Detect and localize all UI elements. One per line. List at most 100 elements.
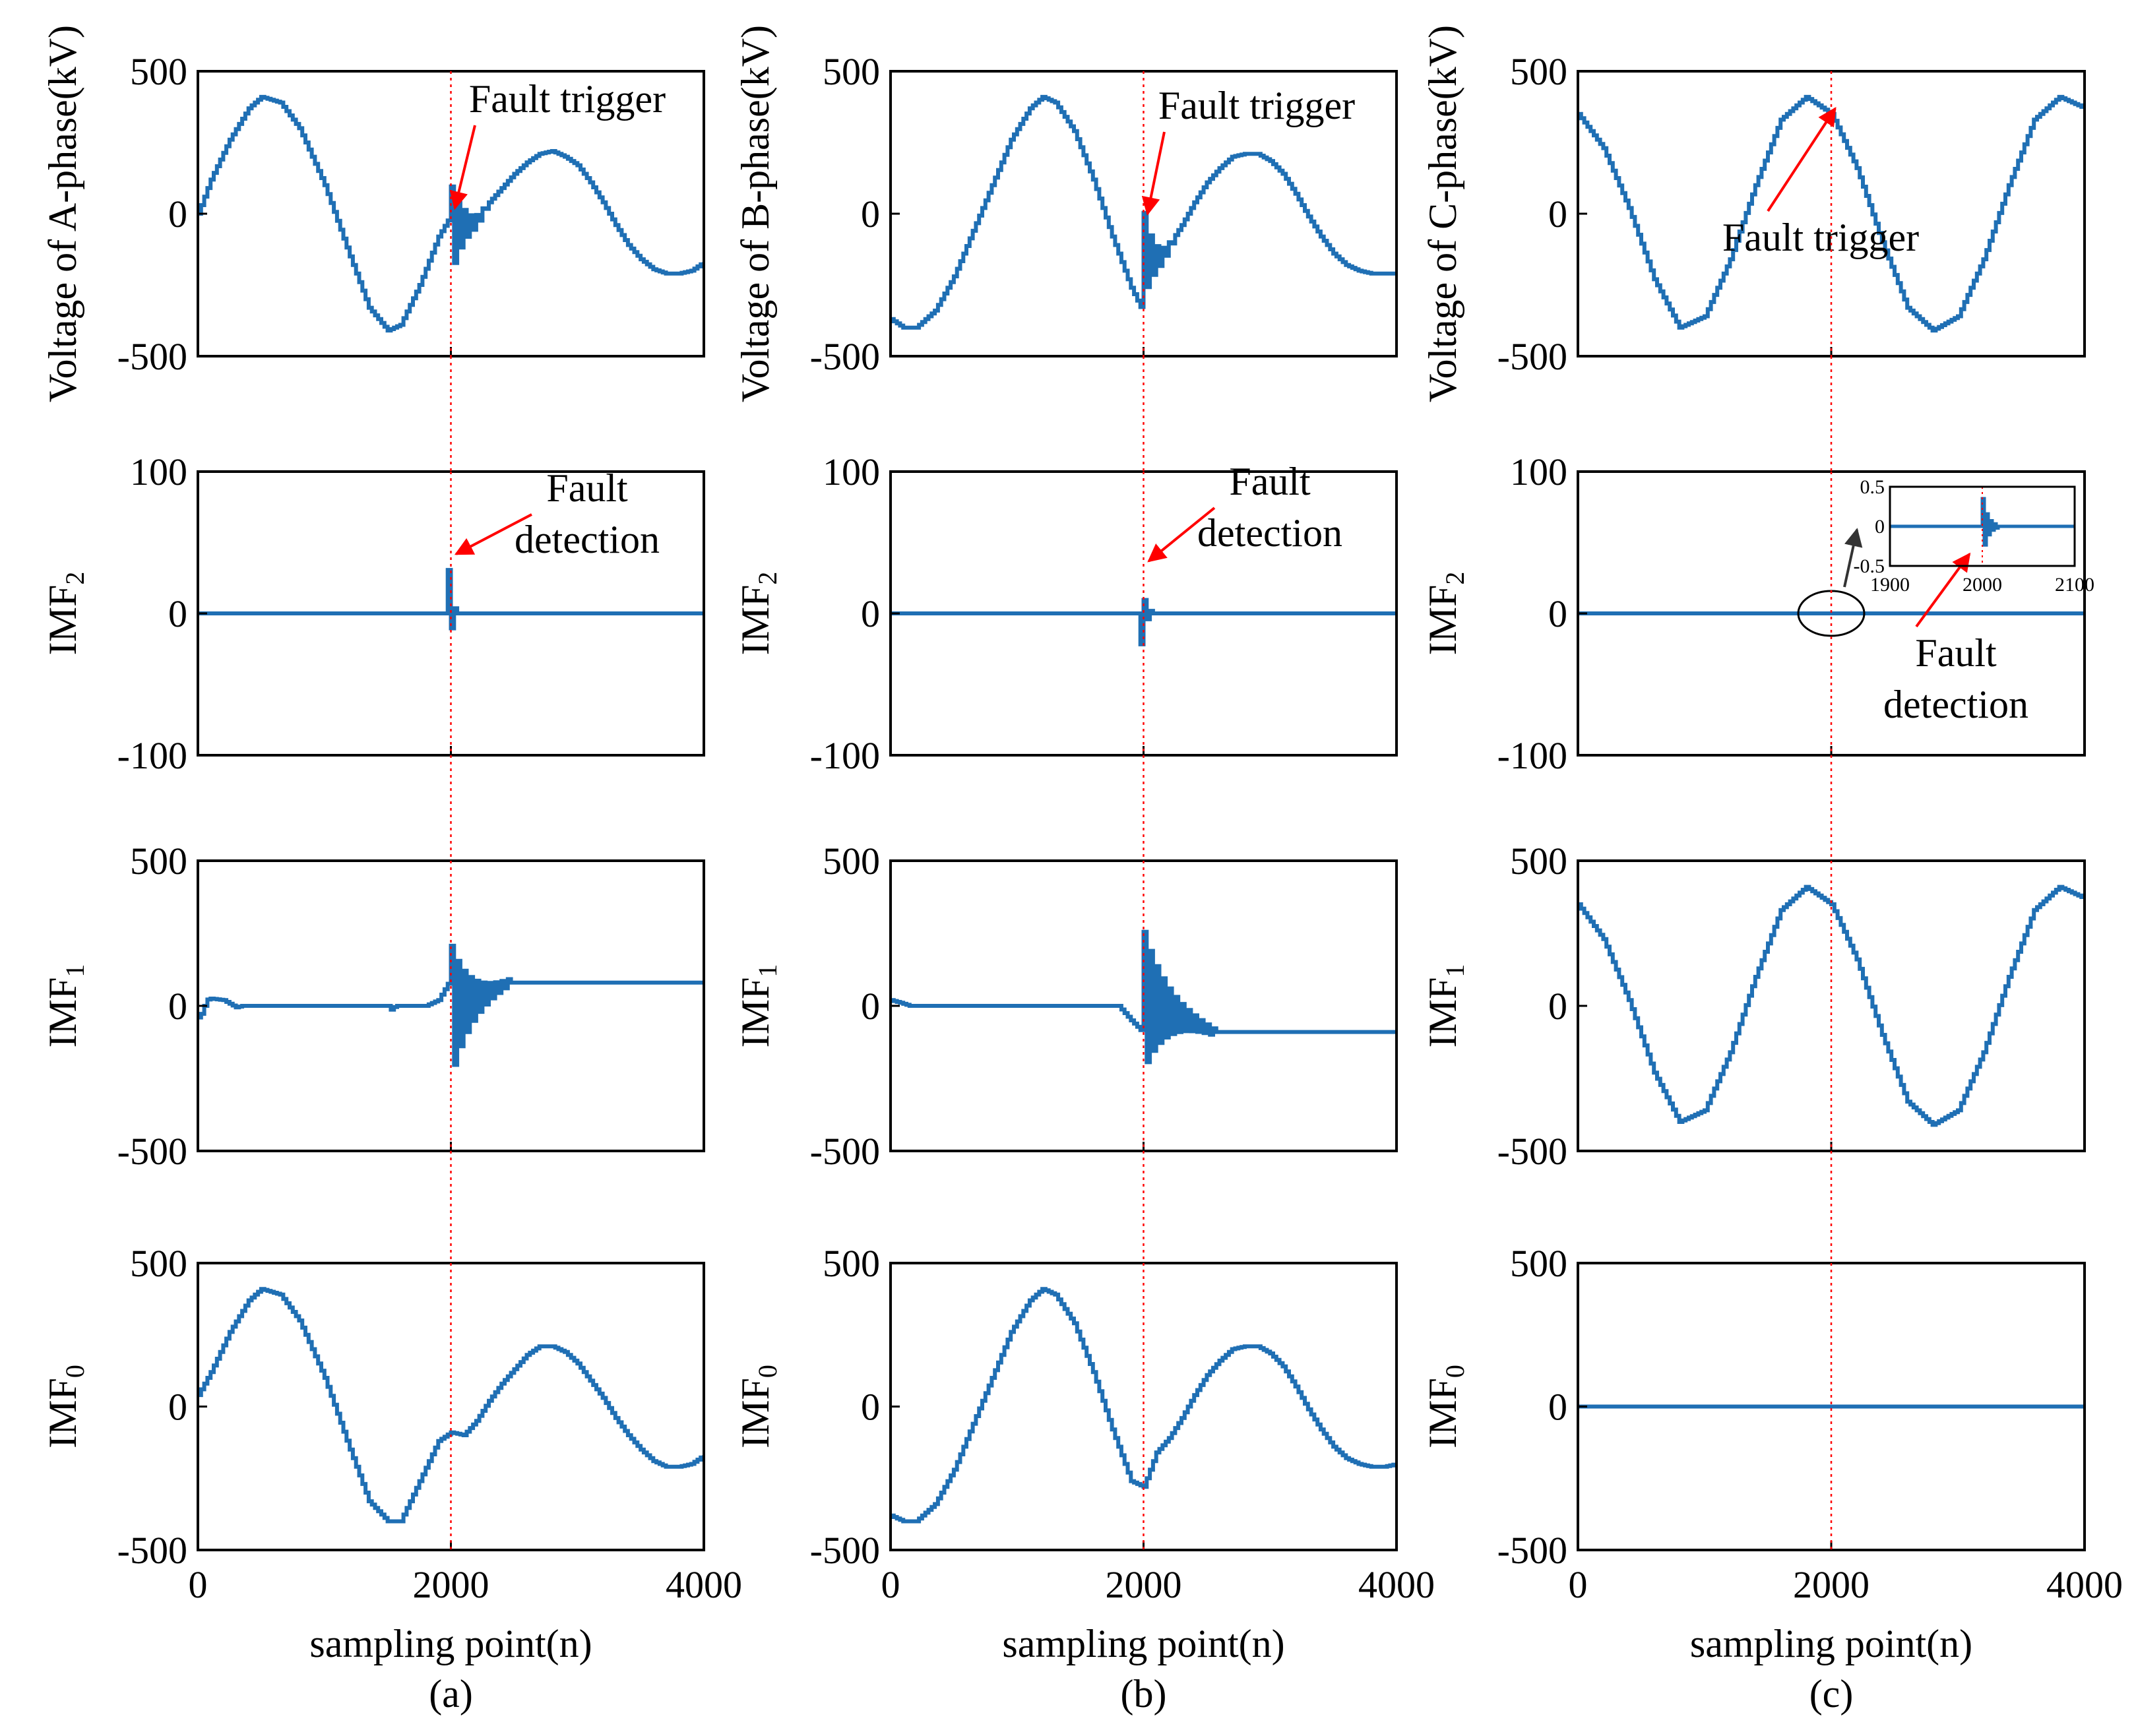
y-tick-label: 500 (130, 840, 187, 883)
subplot-2-0: 500 0 -500 Voltage of C-phase(kV) Fault trig… (1421, 25, 2086, 402)
y-tick-label: 0 (861, 592, 880, 635)
y-axis-label: IMF0 (41, 1365, 90, 1448)
x-tick-label: 0 (189, 1563, 208, 1606)
inset-frame (1889, 485, 2076, 567)
y-tick-label: -500 (117, 335, 187, 378)
y-axis-label: IMF1 (1421, 964, 1470, 1048)
y-tick-label: 0 (861, 985, 880, 1028)
inset-y-tick: 0.5 (1860, 476, 1885, 498)
y-tick-label: -100 (810, 734, 880, 777)
panel-label: (c) (1809, 1672, 1854, 1716)
y-tick-label: -500 (810, 1130, 880, 1173)
x-axis-label: sampling point(n) (309, 1622, 592, 1665)
y-axis-label: Voltage of C-phase(kV) (1421, 25, 1464, 402)
annotation-arrow (449, 125, 476, 210)
signal-line (198, 943, 704, 1067)
chart-column-2: 500 0 -500 Voltage of C-phase(kV) Fault trig… (1421, 25, 2123, 1716)
y-tick-label: -500 (810, 1529, 880, 1572)
y-axis-label: IMF1 (734, 964, 782, 1048)
y-axis-label: Voltage of A-phase(kV) (41, 25, 84, 402)
annotation-label: Fault detection (1197, 460, 1342, 555)
y-tick-label: 500 (130, 1242, 187, 1285)
y-tick-label: 100 (1510, 450, 1567, 493)
panel-label: (a) (429, 1672, 473, 1716)
annotation-label: Fault trigger (1722, 216, 1919, 259)
zoom-arrow (1843, 528, 1863, 588)
signal-line (891, 94, 1397, 330)
y-tick-label: 100 (823, 450, 880, 493)
annotation-arrow (1141, 131, 1166, 216)
y-tick-label: 0 (168, 985, 187, 1028)
y-tick-label: -100 (117, 734, 187, 777)
annotation-label: Fault detection (1883, 631, 2028, 726)
subplot-1-0: 500 0 -500 Voltage of B-phase(kV) Fault trig… (734, 25, 1398, 402)
inset-x-tick: 2000 (1963, 574, 2002, 596)
y-tick-label: -100 (1497, 734, 1567, 777)
y-tick-label: 0 (1548, 1386, 1567, 1429)
y-tick-label: -500 (117, 1130, 187, 1173)
subplot-0-0: 500 0 -500 Voltage of A-phase(kV) Fault trig… (41, 25, 705, 402)
y-tick-label: 100 (130, 450, 187, 493)
y-tick-label: 500 (1510, 50, 1567, 93)
axes-frame (197, 1262, 705, 1551)
subplot-0-2: 500 0 -500 IMF1 (41, 840, 705, 1173)
y-axis-label: Voltage of B-phase(kV) (734, 25, 777, 402)
annotation-label: Fault trigger (1158, 84, 1355, 127)
subplot-2-2: 500 0 -500 IMF1 (1421, 840, 2086, 1173)
y-tick-label: 0 (861, 1386, 880, 1429)
x-tick-label: 4000 (666, 1563, 742, 1606)
y-tick-label: 0 (1548, 592, 1567, 635)
signal-line (891, 598, 1397, 646)
signal-line (198, 1287, 704, 1524)
signal-line (1578, 884, 2085, 1127)
x-axis-label: sampling point(n) (1002, 1622, 1284, 1665)
signal-line (891, 1287, 1397, 1524)
y-tick-label: 0 (168, 1386, 187, 1429)
x-tick-label: 2000 (1793, 1563, 1869, 1606)
y-tick-label: -500 (810, 335, 880, 378)
inset-x-tick: 1900 (1870, 574, 1910, 596)
y-axis-label: IMF0 (734, 1365, 782, 1448)
annotation-arrow (1767, 107, 1837, 212)
y-axis-label: IMF1 (41, 964, 90, 1048)
subplot-1-2: 500 0 -500 IMF1 (734, 840, 1398, 1173)
panel-label: (b) (1121, 1672, 1167, 1716)
x-tick-label: 4000 (1358, 1563, 1435, 1606)
y-tick-label: 500 (823, 1242, 880, 1285)
signal-line (198, 94, 704, 333)
y-tick-label: 500 (823, 840, 880, 883)
y-tick-label: -500 (1497, 1130, 1567, 1173)
annotation-label: Fault detection (515, 466, 660, 561)
axes-frame (889, 1262, 1398, 1551)
subplot-0-1: 100 0 -100 IMF2 Fault detection (41, 450, 705, 777)
subplot-1-1: 100 0 -100 IMF2 Fault detection (734, 450, 1398, 777)
annotation-arrow (454, 513, 532, 555)
x-tick-label: 2000 (1106, 1563, 1182, 1606)
inset-y-tick: 0 (1875, 516, 1885, 538)
y-tick-label: -500 (1497, 335, 1567, 378)
x-axis-label: sampling point(n) (1690, 1622, 1972, 1665)
inset-signal (1890, 497, 2075, 547)
y-tick-label: -500 (1497, 1529, 1567, 1572)
annotation-arrow (1147, 507, 1216, 563)
y-tick-label: 500 (1510, 1242, 1567, 1285)
chart-column-1: 500 0 -500 Voltage of B-phase(kV) Fault trig… (734, 25, 1435, 1716)
y-tick-label: 500 (130, 50, 187, 93)
y-tick-label: 0 (1548, 985, 1567, 1028)
y-axis-label: IMF0 (1421, 1365, 1470, 1448)
inset-y-tick: -0.5 (1854, 555, 1885, 577)
signal-line (891, 929, 1397, 1065)
y-axis-label: IMF2 (1421, 572, 1470, 656)
y-tick-label: 0 (1548, 193, 1567, 235)
y-tick-label: 500 (1510, 840, 1567, 883)
y-axis-label: IMF2 (41, 572, 90, 656)
y-tick-label: -500 (117, 1529, 187, 1572)
